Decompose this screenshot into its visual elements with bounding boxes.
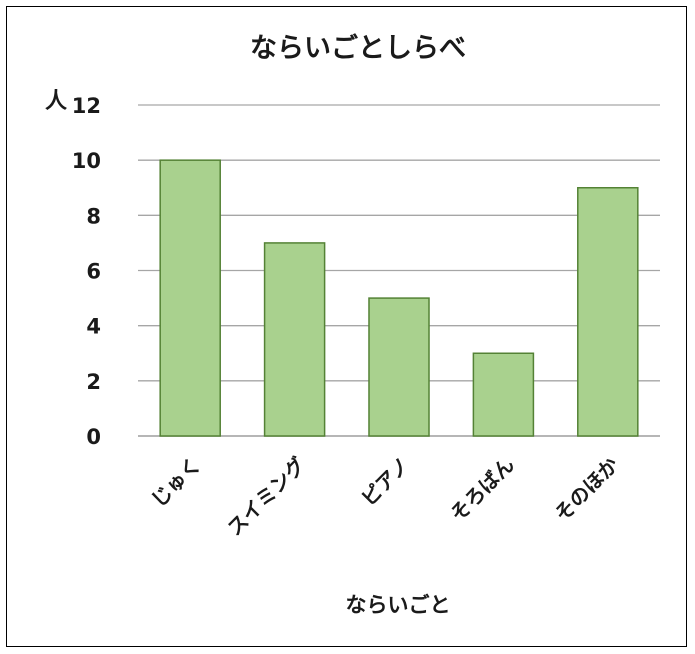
x-axis-label: ならいごと <box>346 593 451 617</box>
y-axis-ticks: 0 2 4 6 8 10 12 <box>72 94 101 449</box>
x-category-label: ピアノ <box>356 453 414 511</box>
bar-2 <box>263 242 326 437</box>
y-tick-label: 0 <box>86 425 101 449</box>
y-tick-label: 2 <box>86 370 101 394</box>
x-category-label: スイミング <box>222 453 310 541</box>
chart-title: ならいごとしらべ <box>250 32 466 64</box>
x-axis-categories: じゅく スイミング ピアノ そろばん そのほか <box>146 453 623 541</box>
bar-5 <box>577 187 639 437</box>
x-category-label: そろばん <box>445 453 519 527</box>
y-tick-label: 12 <box>72 94 101 118</box>
chart-frame <box>6 6 687 647</box>
y-tick-label: 4 <box>86 315 101 339</box>
y-tick-label: 10 <box>72 149 101 173</box>
bar-1 <box>159 159 221 437</box>
y-tick-label: 8 <box>86 204 101 228</box>
x-category-label: そのほか <box>550 453 624 527</box>
y-tick-label: 6 <box>86 260 101 284</box>
x-category-label: じゅく <box>146 453 205 512</box>
bars <box>159 159 639 437</box>
bar-3 <box>368 297 430 437</box>
bar-4 <box>472 352 535 437</box>
y-axis-unit-label: 人 <box>45 89 67 114</box>
